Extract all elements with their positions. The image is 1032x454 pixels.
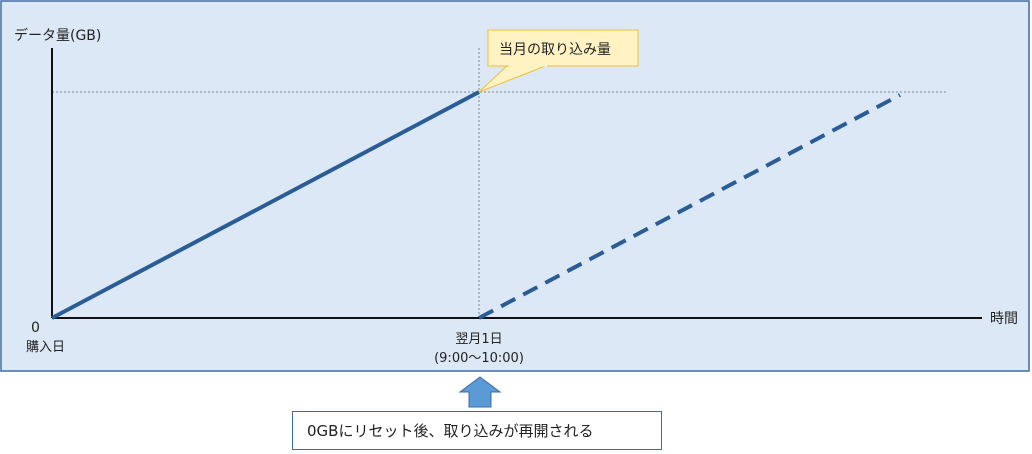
reset-note-text: 0GBにリセット後、取り込みが再開される <box>307 422 594 440</box>
x-axis-label: 時間 <box>990 311 1018 327</box>
callout-box <box>487 29 639 67</box>
current-month-usage-line <box>51 90 480 320</box>
next-month-usage-line <box>478 93 901 320</box>
reset-note-box: 0GBにリセット後、取り込みが再開される <box>292 411 662 450</box>
reset-time-label: (9:00〜10:00) <box>434 351 524 366</box>
callout-text: 当月の取り込み量 <box>499 42 611 58</box>
origin-label: 購入日 <box>26 340 65 355</box>
up-arrow-icon <box>458 376 502 408</box>
reset-date-label: 翌月1日 <box>455 332 502 347</box>
y-axis-label: データ量(GB) <box>14 27 101 44</box>
origin-value: 0 <box>31 320 40 336</box>
